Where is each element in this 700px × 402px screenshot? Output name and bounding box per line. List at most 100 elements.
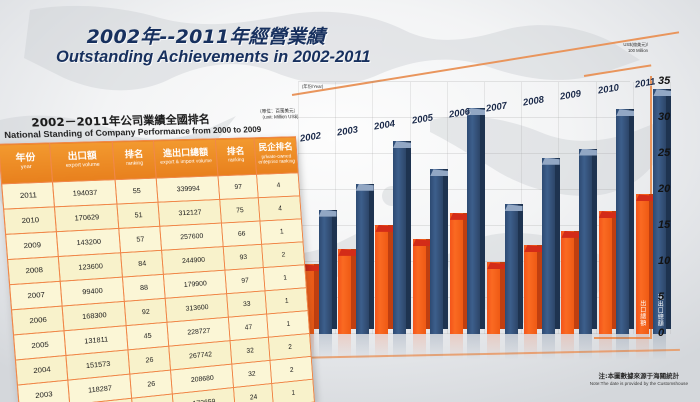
bar-reflection xyxy=(524,334,538,360)
bar-top xyxy=(616,109,635,117)
value-tick-15: 15 xyxy=(658,219,671,231)
title-english: Outstanding Achievements in 2002-2011 xyxy=(56,48,371,66)
bar-reflection xyxy=(616,334,630,360)
value-tick-35: 35 xyxy=(658,75,671,87)
cell-total-ranking: 33 xyxy=(226,290,268,318)
bar-chart: US$(億美元)/ 100 Million (年份/Year) 出口總額 進出口總… xyxy=(291,31,692,376)
bar-face xyxy=(561,230,575,334)
cell-private-ranking: 4 xyxy=(256,172,300,198)
bar-reflection xyxy=(635,334,649,360)
bar-side xyxy=(629,109,635,329)
cell-private-ranking: 2 xyxy=(261,241,305,268)
bar-reflection xyxy=(355,334,369,360)
bar-total-volume xyxy=(355,183,374,360)
column-header-export-volume: 出口額 export volume xyxy=(49,141,115,182)
bar-group-2005 xyxy=(412,82,450,360)
bar-top xyxy=(467,108,486,116)
bar-side xyxy=(425,239,431,329)
bar-group-2010 xyxy=(598,82,636,360)
bar-face xyxy=(467,108,481,334)
bar-reflection xyxy=(430,334,444,360)
bar-top xyxy=(301,264,319,272)
bar-top xyxy=(561,230,580,238)
bar-export-volume xyxy=(449,212,468,360)
bar-face xyxy=(449,212,463,334)
gridline xyxy=(298,153,630,154)
gridline xyxy=(298,81,630,82)
bar-face xyxy=(598,211,612,334)
value-axis-top-cap xyxy=(583,64,652,77)
cell-export-ranking: 57 xyxy=(118,226,163,253)
bar-face xyxy=(355,183,369,334)
cell-total-volume: 339994 xyxy=(156,175,220,203)
bar-export-volume xyxy=(338,248,357,360)
cell-private-ranking: 1 xyxy=(265,287,308,314)
cell-total-volume: 312127 xyxy=(158,199,222,227)
bar-face xyxy=(653,89,667,334)
cell-export-ranking: 55 xyxy=(114,178,159,205)
bar-top xyxy=(392,141,411,149)
bar-reflection xyxy=(598,334,612,360)
bar-export-volume xyxy=(598,211,617,360)
bar-side xyxy=(648,194,654,329)
cell-year: 2009 xyxy=(5,231,59,260)
bar-face xyxy=(616,109,630,334)
value-tick-0: 0 xyxy=(658,327,665,339)
bar-top xyxy=(635,194,654,202)
bar-export-volume xyxy=(375,224,394,360)
bar-side xyxy=(443,169,449,329)
bar-top xyxy=(578,148,597,156)
gridline xyxy=(298,189,630,190)
column-header-year: 年份 year xyxy=(0,142,53,184)
bar-face xyxy=(541,157,555,334)
value-tick-30: 30 xyxy=(658,111,671,123)
value-tick-10: 10 xyxy=(658,255,671,267)
bar-reflection xyxy=(504,334,518,360)
bar-face xyxy=(375,224,389,334)
table-unit-note: （單位：百萬美元） （unit: Million US$) xyxy=(257,108,299,121)
bar-reflection xyxy=(653,334,667,360)
bar-face xyxy=(487,262,500,334)
bar-top xyxy=(355,183,374,191)
bar-group-2007 xyxy=(487,82,524,360)
bar-side xyxy=(388,224,394,329)
value-tick-25: 25 xyxy=(658,147,671,159)
cell-total-ranking: 66 xyxy=(221,220,262,247)
cell-export-ranking: 51 xyxy=(116,202,161,229)
bar-face xyxy=(412,239,426,334)
source-note-english: Note:The date is provided by the Customs… xyxy=(589,381,688,386)
bar-group-2011: 出口總額 進出口總額 xyxy=(635,82,673,360)
column-header-private-ranking: 民企排名 private-owned enteprise ranking xyxy=(254,136,299,175)
bar-top xyxy=(430,169,449,177)
cell-total-ranking: 97 xyxy=(217,174,259,200)
bar-face xyxy=(578,148,592,334)
bar-export-volume: 出口總額 xyxy=(635,194,654,360)
bar-series-label: 出口總額 xyxy=(638,300,646,326)
cell-export-volume: 118287 xyxy=(68,374,132,402)
bar-total-volume xyxy=(318,209,337,360)
bar-total-volume: 進出口總額 xyxy=(653,89,672,360)
bar-side xyxy=(666,89,672,329)
cell-year: 2010 xyxy=(3,206,57,235)
bar-side xyxy=(314,264,319,329)
table-unit-chinese: （單位：百萬美元） xyxy=(256,108,299,114)
cell-export-ranking: 88 xyxy=(122,274,166,302)
cell-total-ranking: 75 xyxy=(219,197,261,224)
bar-group-2004 xyxy=(375,82,412,360)
bar-total-volume xyxy=(430,169,449,360)
bar-side xyxy=(331,209,337,329)
title-chinese: 2002年--2011年經營業績 xyxy=(86,26,326,48)
bar-side xyxy=(537,245,543,329)
bar-export-volume xyxy=(561,230,580,360)
cell-private-ranking: 1 xyxy=(272,379,315,402)
column-header-total-volume: 進出口總額 export & import volume xyxy=(153,138,218,179)
bar-total-volume xyxy=(541,157,560,360)
year-axis-caption: (年份/Year) xyxy=(302,84,324,89)
bar-reflection xyxy=(318,334,332,360)
bar-group-2006 xyxy=(449,82,487,360)
cell-private-ranking: 1 xyxy=(263,264,307,291)
cell-year: 2008 xyxy=(7,256,61,285)
gridline xyxy=(298,117,630,118)
bar-reflection xyxy=(375,334,389,360)
